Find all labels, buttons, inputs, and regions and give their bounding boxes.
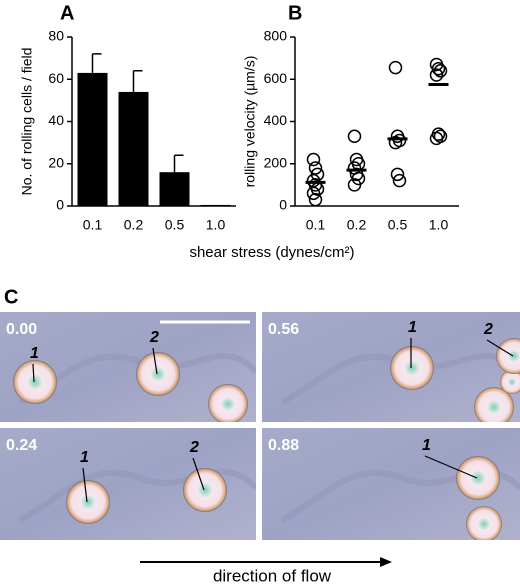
cell-label: 2 xyxy=(189,439,199,456)
bar xyxy=(159,172,190,206)
micrograph: 0.00 1 2 xyxy=(0,312,256,422)
cell xyxy=(66,480,110,524)
y-tick-label: 400 xyxy=(264,112,288,128)
bar xyxy=(118,91,149,206)
x-tick-label: 0.5 xyxy=(165,217,185,233)
y-tick-label: 600 xyxy=(264,70,288,86)
pointer xyxy=(32,363,35,383)
pointer xyxy=(486,339,514,357)
point xyxy=(347,178,362,192)
bar xyxy=(200,204,231,206)
micrograph-content: 0.88 1 xyxy=(262,428,520,540)
micrograph: 0.56 1 2 xyxy=(262,312,520,422)
point xyxy=(433,64,448,78)
cell xyxy=(390,346,434,390)
cell-label: 1 xyxy=(80,449,89,466)
panel-letter: B xyxy=(288,2,302,24)
x-axis-title: shear stress (dynes/cm²) xyxy=(189,244,354,261)
cell-label: 1 xyxy=(408,319,417,336)
cell xyxy=(466,506,502,540)
cell xyxy=(136,352,180,396)
micrograph: 0.24 1 2 xyxy=(0,428,256,540)
point xyxy=(308,161,323,175)
x-tick-label: 0.5 xyxy=(388,217,408,233)
timestamp: 0.24 xyxy=(6,437,37,454)
pointer xyxy=(424,455,478,479)
y-axis-title: No. of rolling cells / field xyxy=(19,48,35,196)
y-tick-label: 60 xyxy=(48,70,64,86)
error-bar xyxy=(91,53,102,73)
point xyxy=(390,167,405,182)
micrograph-content: 0.56 1 2 xyxy=(262,312,520,422)
cell-label: 2 xyxy=(149,329,159,346)
x-tick-label: 0.1 xyxy=(83,217,103,233)
texture xyxy=(18,468,256,523)
point xyxy=(431,61,446,76)
panel-letter: C xyxy=(4,286,18,308)
micrograph-content: 0.24 1 2 xyxy=(0,428,256,540)
arrow-label: direction of flow xyxy=(213,566,332,585)
cell xyxy=(208,384,248,422)
point xyxy=(306,186,321,201)
error-bar xyxy=(132,70,143,92)
cell xyxy=(456,456,500,500)
x-tick-label: 1.0 xyxy=(206,217,226,233)
point xyxy=(429,68,444,82)
cell-label: 1 xyxy=(422,437,431,454)
point xyxy=(388,60,403,75)
point xyxy=(347,129,362,144)
timestamp: 0.00 xyxy=(6,321,37,338)
cell xyxy=(183,468,227,512)
cell xyxy=(474,387,514,422)
point xyxy=(306,152,321,167)
y-tick-label: 800 xyxy=(264,28,288,44)
point xyxy=(388,135,403,150)
cell xyxy=(13,360,57,404)
error-bar xyxy=(173,154,184,173)
x-tick-label: 0.2 xyxy=(347,217,367,233)
micrograph-content: 0.00 1 2 xyxy=(0,312,256,422)
y-tick-label: 80 xyxy=(48,28,64,44)
x-tick-label: 0.1 xyxy=(306,217,326,233)
timestamp: 0.56 xyxy=(268,321,299,338)
y-tick-label: 20 xyxy=(48,154,64,170)
cell-label: 2 xyxy=(483,321,493,338)
x-tick-label: 1.0 xyxy=(429,217,449,233)
panel-letter: A xyxy=(60,2,74,24)
cell xyxy=(500,370,520,394)
timestamp: 0.88 xyxy=(268,437,299,454)
point xyxy=(429,131,444,146)
cell-label: 1 xyxy=(30,345,39,362)
pointer xyxy=(82,467,88,503)
point xyxy=(308,192,323,207)
micrograph: 0.88 1 xyxy=(262,428,520,540)
arrow-head xyxy=(380,557,392,567)
y-tick-label: 200 xyxy=(264,154,288,170)
bar xyxy=(77,72,108,206)
y-axis-title: rolling velocity (µm/s) xyxy=(242,56,258,188)
y-tick-label: 40 xyxy=(48,112,64,128)
x-tick-label: 0.2 xyxy=(124,217,144,233)
point xyxy=(392,173,407,188)
y-tick-label: 0 xyxy=(279,197,287,213)
y-tick-label: 0 xyxy=(56,197,64,213)
pointer xyxy=(152,347,158,375)
pointer xyxy=(192,457,205,491)
cell xyxy=(496,338,520,374)
